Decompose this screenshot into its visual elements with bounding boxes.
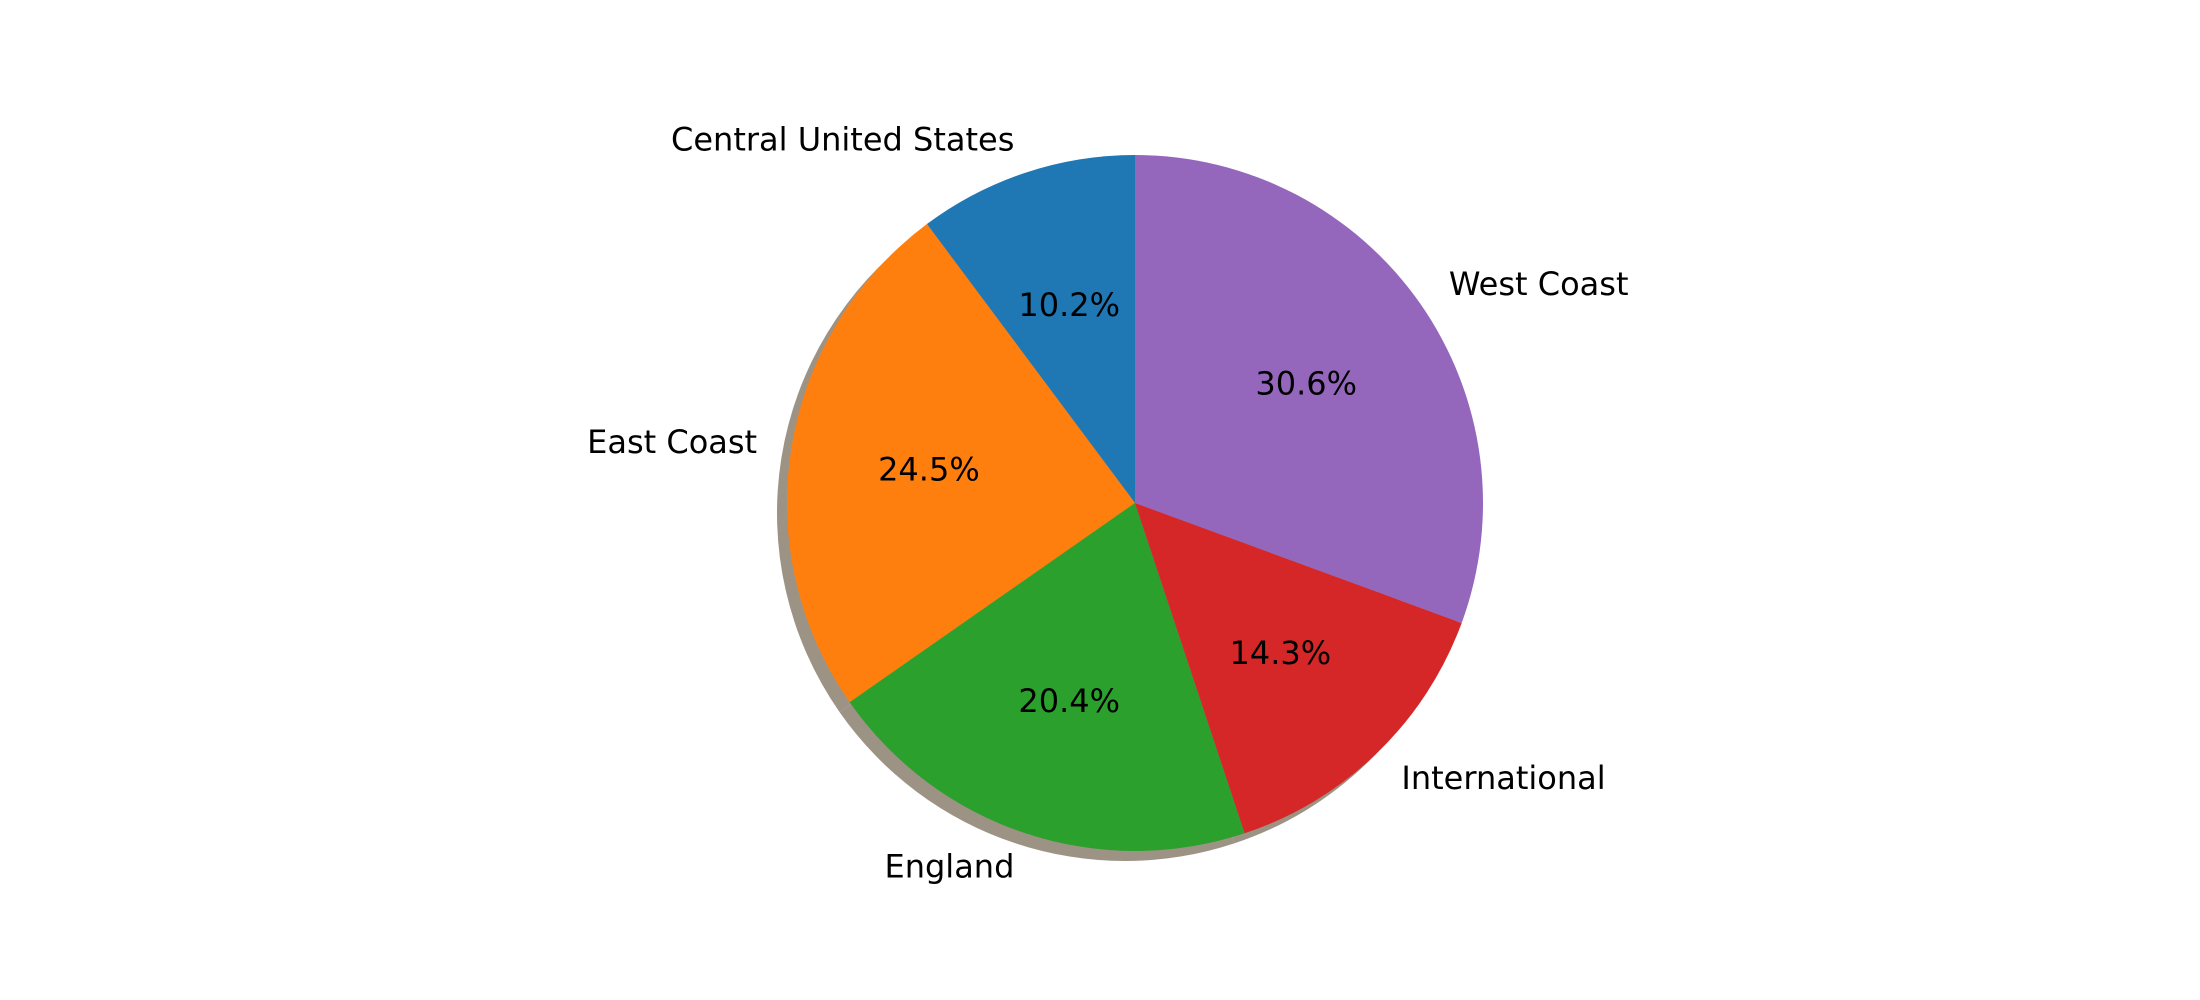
pie-labels: 10.2% Central United States 24.5% East Coas… [587,121,1628,886]
pie-pct-label-england: 20.4% [1018,682,1120,720]
pie-category-label-west-coast: West Coast [1449,265,1629,303]
pie-pct-label-east-coast: 24.5% [878,451,980,489]
pie-pct-label-central-united-states: 10.2% [1018,286,1120,324]
pie-slice-international [1135,503,1462,834]
pie-slice-west-coast [1135,155,1484,623]
pie-pct-label-west-coast: 30.6% [1255,365,1357,403]
pie-pct-label-international: 14.3% [1229,634,1331,672]
pie-category-label-england: England [884,847,1014,885]
pie-slices [786,155,1484,852]
pie-category-label-east-coast: East Coast [587,423,757,461]
pie-slice-central-united-states [926,155,1135,503]
pie-category-label-international: International [1401,759,1605,797]
pie-slice-east-coast [786,224,1135,703]
pie-category-label-central-united-states: Central United States [671,121,1014,159]
pie-slice-england [849,503,1245,852]
